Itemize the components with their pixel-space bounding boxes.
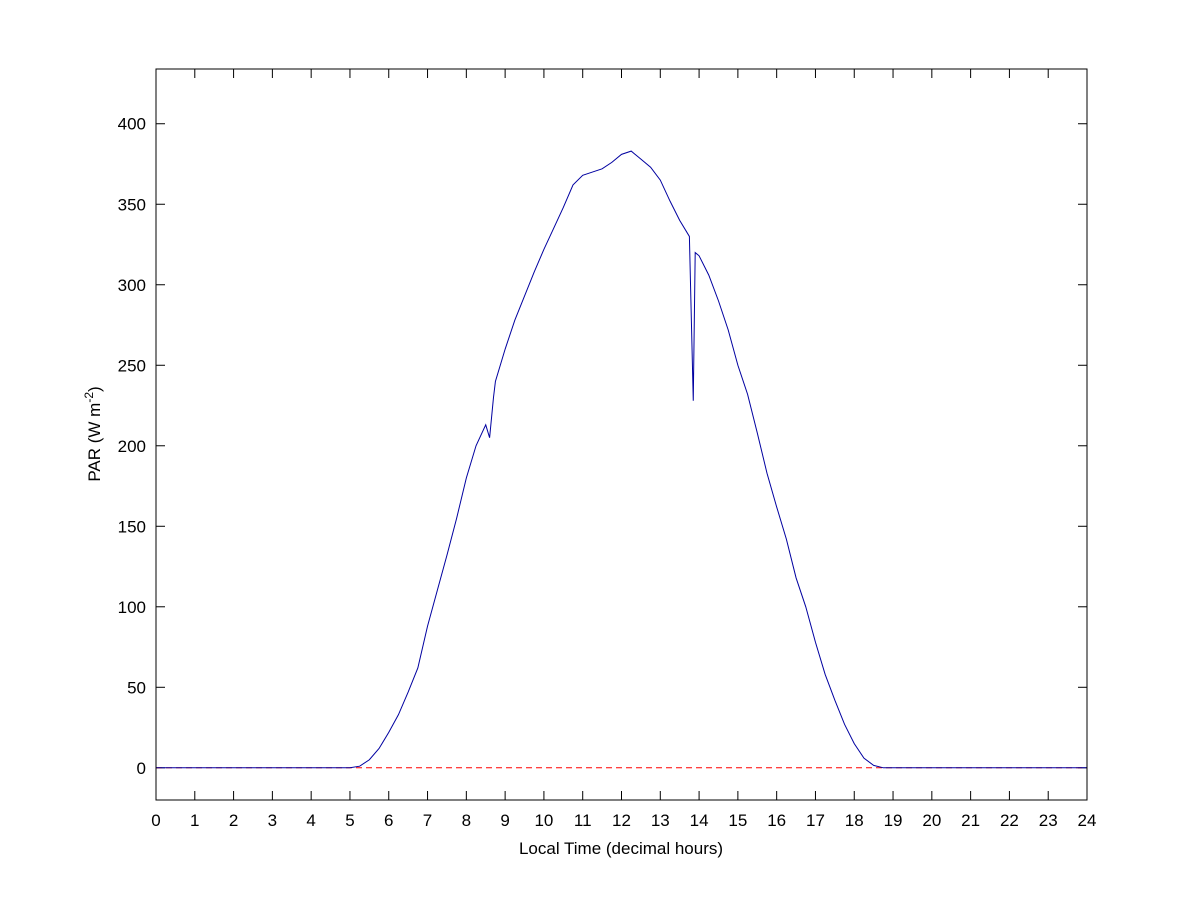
x-tick-label: 7 xyxy=(423,811,432,830)
y-axis-label-main: PAR (W m xyxy=(85,403,104,482)
x-tick-label: 16 xyxy=(767,811,786,830)
y-tick-label: 400 xyxy=(118,115,146,134)
data-line xyxy=(156,150,1087,769)
x-tick-label: 14 xyxy=(690,811,709,830)
x-axis-label: Local Time (decimal hours) xyxy=(519,839,723,858)
y-tick-label: 0 xyxy=(137,759,146,778)
y-tick-label: 300 xyxy=(118,276,146,295)
x-tick-label: 13 xyxy=(651,811,670,830)
x-tick-label: 9 xyxy=(500,811,509,830)
x-tick-label: 21 xyxy=(961,811,980,830)
y-axis-label: PAR (W m-2) xyxy=(82,386,104,481)
x-tick-label: 20 xyxy=(922,811,941,830)
y-tick-label: 150 xyxy=(118,517,146,536)
axes-box xyxy=(155,68,1088,801)
y-tick-label: 350 xyxy=(118,195,146,214)
y-tick-label: 50 xyxy=(127,678,146,697)
y-tick-label: 200 xyxy=(118,437,146,456)
x-tick-label: 24 xyxy=(1078,811,1097,830)
y-axis-label-sup: -2 xyxy=(82,392,96,403)
x-tick-label: 23 xyxy=(1039,811,1058,830)
x-tick-label: 22 xyxy=(1000,811,1019,830)
x-tick-label: 2 xyxy=(229,811,238,830)
x-tick-label: 15 xyxy=(728,811,747,830)
x-tick-label: 10 xyxy=(534,811,553,830)
x-tick-label: 8 xyxy=(462,811,471,830)
y-tick-label: 250 xyxy=(118,356,146,375)
x-tick-label: 17 xyxy=(806,811,825,830)
plot-area xyxy=(156,69,1087,800)
y-tick-label: 100 xyxy=(118,598,146,617)
x-tick-label: 18 xyxy=(845,811,864,830)
x-tick-label: 4 xyxy=(306,811,315,830)
x-tick-label: 19 xyxy=(884,811,903,830)
x-tick-label: 0 xyxy=(151,811,160,830)
x-tick-label: 1 xyxy=(190,811,199,830)
x-tick-label: 11 xyxy=(574,811,592,830)
x-tick-label: 12 xyxy=(612,811,631,830)
y-axis-label-end: ) xyxy=(85,386,104,392)
x-tick-label: 3 xyxy=(268,811,277,830)
x-tick-label: 6 xyxy=(384,811,393,830)
x-tick-label: 5 xyxy=(345,811,354,830)
